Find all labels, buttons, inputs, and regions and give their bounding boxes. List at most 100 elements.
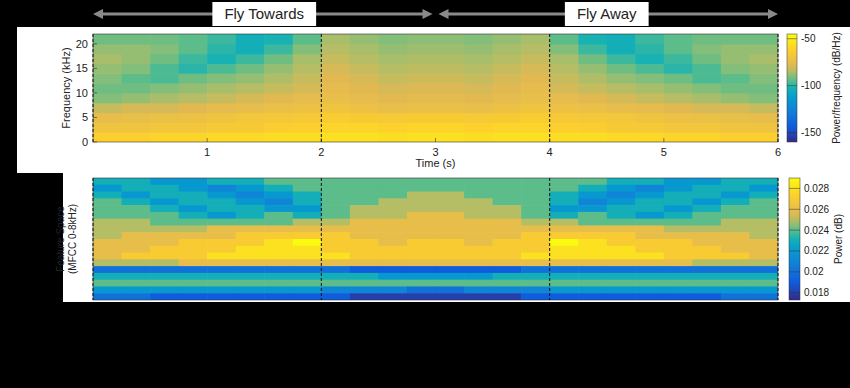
cell xyxy=(179,246,208,253)
cell xyxy=(293,212,322,219)
cell xyxy=(264,93,293,103)
cell xyxy=(692,205,721,212)
cell xyxy=(692,286,721,293)
cell xyxy=(293,219,322,226)
cell xyxy=(207,293,236,300)
cell xyxy=(293,273,322,280)
cell xyxy=(464,253,493,260)
cell xyxy=(464,63,493,73)
cell xyxy=(350,212,379,219)
cell xyxy=(436,185,465,192)
cell xyxy=(407,103,436,113)
cell xyxy=(692,132,721,142)
cell xyxy=(321,93,350,103)
cell xyxy=(321,253,350,260)
cell xyxy=(578,103,607,113)
cell xyxy=(93,212,122,219)
cell xyxy=(350,83,379,93)
cell xyxy=(122,266,151,273)
colorbar-tick-label: -150 xyxy=(801,127,821,138)
x-tick xyxy=(549,138,550,142)
cell xyxy=(692,253,721,260)
cell xyxy=(264,232,293,239)
cell xyxy=(407,259,436,266)
cell xyxy=(464,266,493,273)
cell xyxy=(664,198,693,205)
cell xyxy=(321,280,350,287)
cell xyxy=(749,239,778,246)
cell xyxy=(578,205,607,212)
cell xyxy=(350,286,379,293)
cell xyxy=(578,178,607,185)
cell xyxy=(721,178,750,185)
cell xyxy=(607,103,636,113)
cell xyxy=(264,54,293,64)
cell xyxy=(493,286,522,293)
cell xyxy=(93,259,122,266)
cell xyxy=(236,122,265,132)
cell xyxy=(749,34,778,44)
cell xyxy=(436,34,465,44)
cell xyxy=(122,132,151,142)
x-tick-label: 6 xyxy=(775,146,781,158)
cell xyxy=(464,232,493,239)
cell xyxy=(179,212,208,219)
annotation-text: Fly Towards xyxy=(224,5,304,22)
cell xyxy=(93,273,122,280)
cell xyxy=(436,225,465,232)
cell xyxy=(550,246,579,253)
cell xyxy=(464,212,493,219)
cell xyxy=(550,266,579,273)
cell xyxy=(321,239,350,246)
cell xyxy=(321,34,350,44)
x-tick xyxy=(778,138,779,142)
cell xyxy=(378,225,407,232)
cell xyxy=(721,93,750,103)
colorbar-label: Power (dB) xyxy=(833,214,844,264)
cell xyxy=(378,198,407,205)
cell xyxy=(664,259,693,266)
cell xyxy=(749,253,778,260)
cell xyxy=(436,132,465,142)
cell xyxy=(749,178,778,185)
cell xyxy=(293,239,322,246)
cell xyxy=(635,259,664,266)
cell xyxy=(378,103,407,113)
y-tick xyxy=(93,68,97,69)
cell xyxy=(664,185,693,192)
cell xyxy=(464,34,493,44)
cell xyxy=(407,286,436,293)
cell xyxy=(521,34,550,44)
cell xyxy=(664,73,693,83)
cell xyxy=(407,178,436,185)
cell xyxy=(436,63,465,73)
cell xyxy=(493,192,522,199)
y-label: (MFCC 0-8kHz) xyxy=(67,204,78,274)
cells xyxy=(93,34,778,142)
cell xyxy=(578,286,607,293)
cell xyxy=(179,54,208,64)
cell xyxy=(749,246,778,253)
cell xyxy=(721,219,750,226)
cell xyxy=(122,178,151,185)
cell xyxy=(550,259,579,266)
cell xyxy=(236,132,265,142)
boundary xyxy=(778,178,779,300)
cell xyxy=(236,113,265,123)
cell xyxy=(578,239,607,246)
cell xyxy=(350,273,379,280)
cell xyxy=(293,93,322,103)
cell xyxy=(578,212,607,219)
cell xyxy=(436,205,465,212)
cell xyxy=(179,239,208,246)
cell xyxy=(749,280,778,287)
cell xyxy=(378,253,407,260)
cell xyxy=(264,113,293,123)
cell xyxy=(635,54,664,64)
cell xyxy=(350,54,379,64)
cell xyxy=(635,239,664,246)
cell xyxy=(93,293,122,300)
cell xyxy=(150,205,179,212)
cell xyxy=(578,273,607,280)
x-tick xyxy=(663,138,664,142)
